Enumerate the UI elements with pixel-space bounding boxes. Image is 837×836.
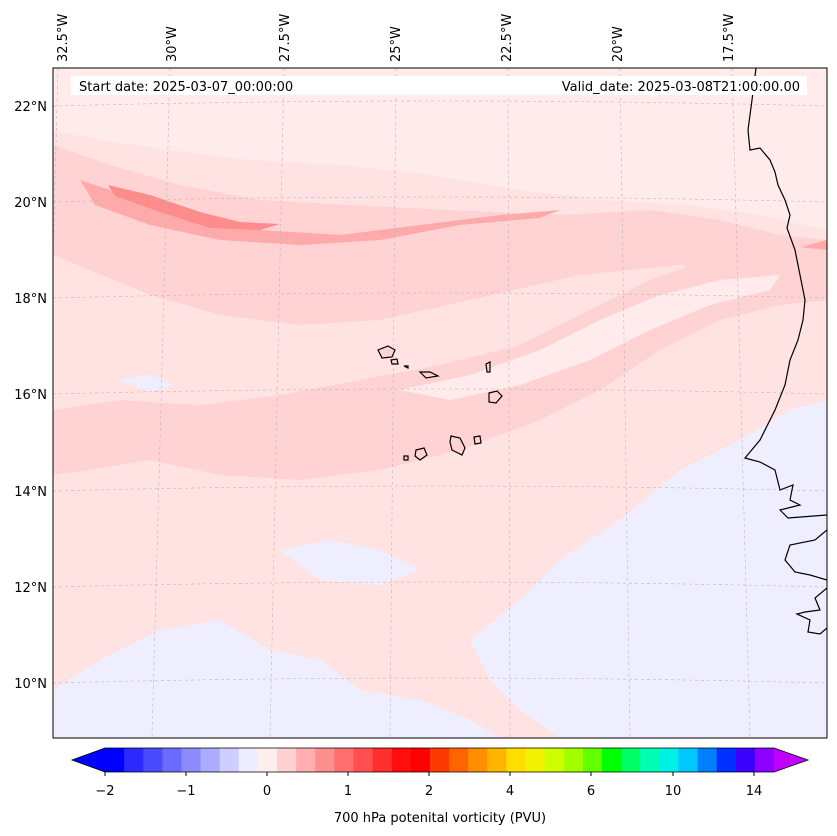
colorbar-segment	[754, 748, 775, 772]
valid-date-text: Valid_date: 2025-03-08T21:00:00.00	[562, 80, 800, 95]
colorbar-segment	[621, 748, 641, 772]
lon-label: 30°W	[165, 26, 180, 62]
colorbar-max-extension	[774, 748, 808, 772]
colorbar-segment	[449, 748, 469, 772]
colorbar-segment	[105, 748, 125, 772]
island-sao-nicolau	[418, 371, 440, 379]
latitude-labels: 22°N 20°N 18°N 16°N 14°N 12°N 10°N	[14, 100, 47, 692]
gridlines	[53, 68, 827, 738]
colorbar-segment	[257, 748, 278, 772]
colorbar-segment	[716, 748, 737, 772]
pv-contour-medium-pink	[80, 180, 560, 245]
lat-label: 12°N	[14, 581, 47, 596]
africa-coastline	[743, 68, 827, 519]
colorbar-tick-label: 1	[344, 784, 352, 799]
colorbar-segment	[124, 748, 144, 772]
longitude-labels: 32.5°W 30°W 27.5°W 25°W 22.5°W 20°W 17.5…	[56, 14, 737, 62]
colorbar-segment	[181, 748, 202, 772]
colorbar-tick-label: 4	[506, 784, 514, 799]
lon-label: 20°W	[611, 26, 626, 62]
colorbar-segment	[659, 748, 679, 772]
colorbar-segment	[334, 748, 354, 772]
colorbar-tick-label: −2	[95, 784, 114, 799]
colorbar-segment	[506, 748, 527, 772]
island-fogo	[414, 447, 428, 461]
africa-coastline-guinea	[795, 587, 827, 635]
colorbar	[70, 747, 810, 776]
colorbar-title: 700 hPa potenital vorticity (PVU)	[334, 811, 546, 826]
pv-contour-very-light-north	[53, 68, 827, 230]
island-santiago	[449, 435, 466, 456]
colorbar-segment	[582, 748, 603, 772]
colorbar-segment	[697, 748, 718, 772]
lon-label: 17.5°W	[722, 14, 737, 62]
map-frame	[52, 67, 828, 739]
colorbar-segment	[544, 748, 565, 772]
island-sao-vicente	[390, 358, 399, 365]
map-plot-area	[53, 68, 827, 738]
africa-coastline-south	[784, 529, 827, 581]
island-santo-antao	[377, 345, 396, 359]
header-box	[71, 76, 807, 95]
lat-label: 20°N	[14, 196, 47, 211]
colorbar-segment	[678, 748, 699, 772]
colorbar-tick-label: 2	[425, 784, 433, 799]
lat-label: 10°N	[14, 677, 47, 692]
colorbar-segment	[296, 748, 316, 772]
colorbar-tick-label: 10	[665, 784, 682, 799]
pv-contour-dark-pink	[108, 185, 280, 230]
colorbar-tick-label: 0	[263, 784, 271, 799]
lon-label: 27.5°W	[278, 14, 293, 62]
colorbar-min-extension	[72, 748, 105, 772]
pv-contour-pale-blue-south	[470, 400, 827, 738]
colorbar-tick-label: −1	[176, 784, 195, 799]
colorbar-tick-label: 14	[746, 784, 763, 799]
colorbar-segment	[640, 748, 660, 772]
colorbar-segment	[372, 748, 393, 772]
colorbar-segment	[563, 748, 584, 772]
colorbar-segment	[735, 748, 756, 772]
start-date-text: Start date: 2025-03-07_00:00:00	[79, 80, 293, 95]
colorbar-segment	[468, 748, 488, 772]
island-boa-vista	[488, 390, 503, 404]
colorbar-segment	[410, 748, 431, 772]
pv-contour-light-pink-diagonal	[53, 245, 827, 480]
colorbar-segment	[143, 748, 163, 772]
colorbar-segment	[353, 748, 374, 772]
lon-label: 32.5°W	[56, 14, 71, 62]
colorbar-tick-label: 6	[587, 784, 595, 799]
colorbar-segment	[391, 748, 412, 772]
colorbar-segment	[601, 748, 622, 772]
colorbar-segment	[238, 748, 259, 772]
colorbar-segment	[315, 748, 335, 772]
island-brava	[403, 455, 409, 461]
colorbar-segment	[162, 748, 182, 772]
island-sal	[485, 361, 491, 373]
colorbar-tick-labels: −2 −1 0 1 2 4 6 10 14	[95, 784, 762, 799]
lat-label: 16°N	[14, 388, 47, 403]
lat-label: 22°N	[14, 100, 47, 115]
colorbar-segment	[487, 748, 507, 772]
colorbar-segment	[219, 748, 240, 772]
pv-contour-very-light-diagonal	[400, 275, 780, 400]
lat-label: 14°N	[14, 485, 47, 500]
lon-label: 25°W	[389, 26, 404, 62]
island-santa-luzia	[403, 365, 409, 369]
colorbar-segment	[525, 748, 546, 772]
colorbar-segment	[429, 748, 450, 772]
cape-verde-islands	[377, 345, 503, 461]
lat-label: 18°N	[14, 292, 47, 307]
lon-label: 22.5°W	[500, 14, 515, 62]
pv-contour-light-pink-north	[53, 145, 827, 325]
colorbar-segment	[277, 748, 297, 772]
pv-contour-pale-blue-patch	[280, 540, 420, 585]
island-maio	[473, 435, 482, 445]
colorbar-segment	[200, 748, 221, 772]
